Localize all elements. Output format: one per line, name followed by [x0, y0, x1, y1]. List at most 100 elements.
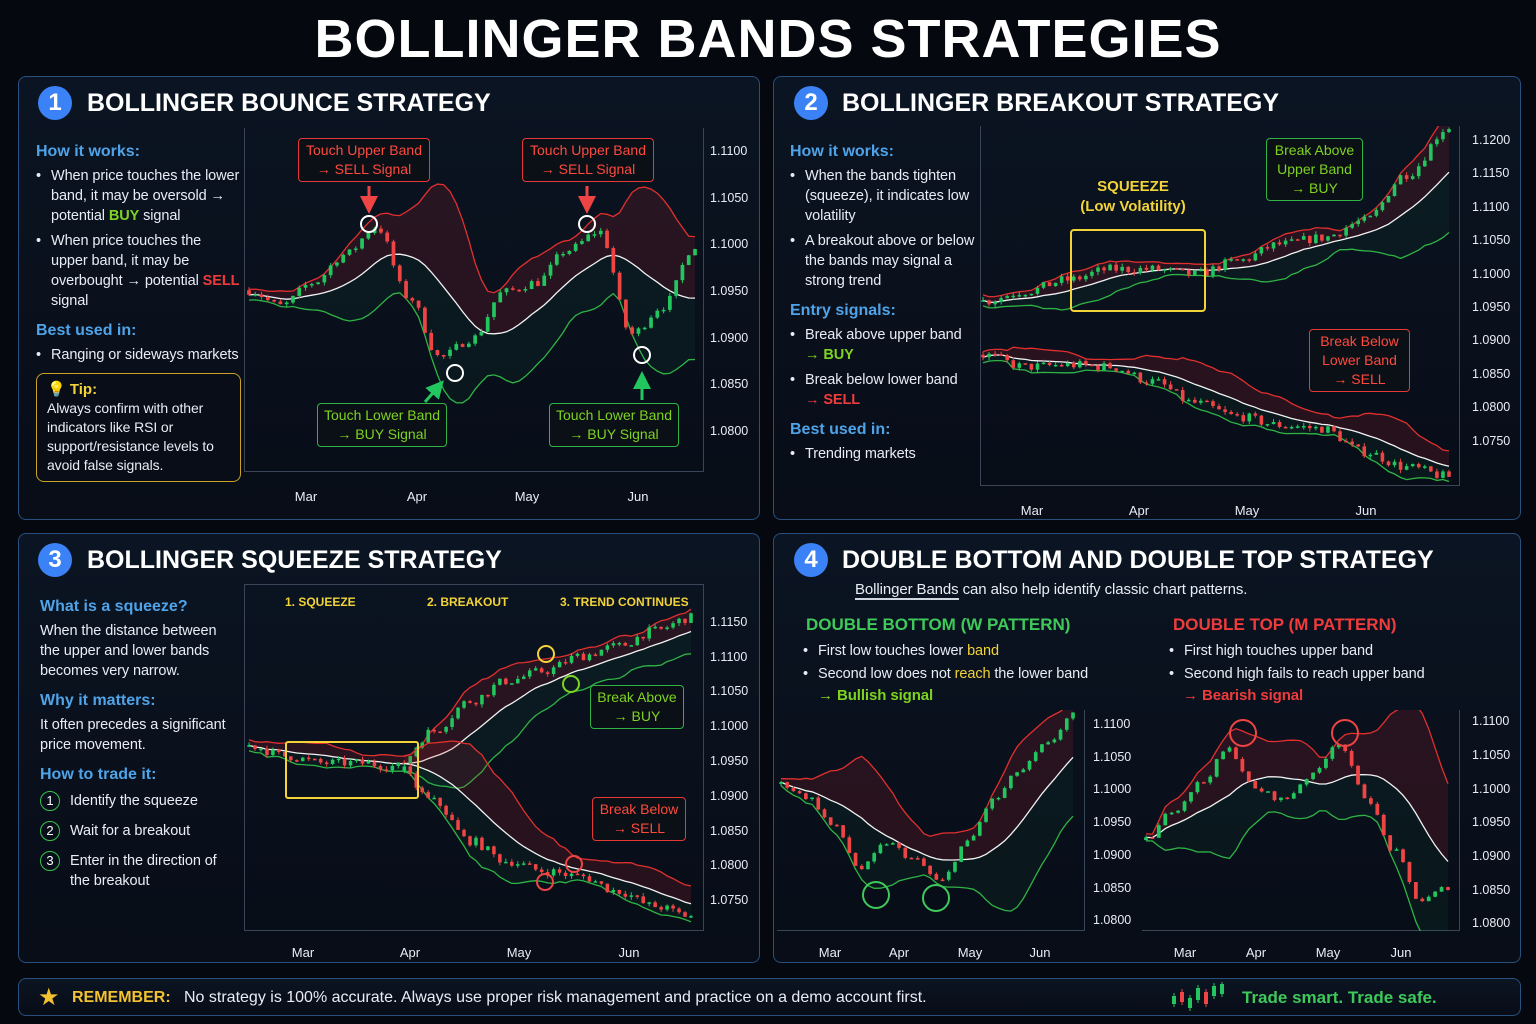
- candle: [1308, 235, 1312, 247]
- candle: [1265, 244, 1270, 251]
- touch-marker: [633, 346, 651, 364]
- slogan: Trade smart. Trade safe.: [1242, 988, 1437, 1007]
- candle: [581, 873, 586, 880]
- candle: [1221, 750, 1225, 760]
- tip-box: 💡 Tip: Always confirm with other indicat…: [36, 373, 241, 482]
- candle: [341, 253, 346, 264]
- candle: [686, 254, 691, 266]
- x-tick-label: Apr: [888, 945, 910, 960]
- candle: [1138, 371, 1143, 384]
- candle: [903, 846, 908, 860]
- candle: [1023, 294, 1028, 298]
- candle: [1332, 425, 1336, 433]
- double-top-chart: [1142, 704, 1460, 944]
- candle: [306, 755, 311, 762]
- middle-band-line: [780, 756, 1074, 861]
- candle: [498, 853, 502, 866]
- candle: [636, 327, 641, 337]
- candle: [1407, 861, 1412, 885]
- candle: [498, 678, 502, 686]
- x-tick-label: May: [506, 945, 532, 960]
- candle: [309, 282, 314, 288]
- candle: [474, 835, 478, 848]
- x-tick-label: May: [514, 489, 540, 504]
- candle: [1195, 780, 1200, 795]
- candle: [1078, 275, 1082, 282]
- upper-band-line: [982, 346, 1450, 452]
- candle: [1404, 463, 1409, 471]
- y-tick-label: 1.1100: [710, 649, 748, 664]
- middle-band-line: [248, 630, 692, 765]
- candle: [1214, 758, 1219, 778]
- candle: [822, 808, 827, 819]
- candle: [1253, 779, 1258, 789]
- candle: [1344, 438, 1348, 443]
- x-tick-label: May: [957, 945, 983, 960]
- phase-label: 3. TREND CONTINUES: [560, 595, 689, 609]
- x-tick-label: Jun: [1029, 945, 1051, 960]
- candle: [1235, 258, 1239, 261]
- candle: [1199, 267, 1203, 272]
- candle: [987, 352, 991, 361]
- candle: [598, 227, 603, 238]
- candle: [1205, 267, 1209, 276]
- candle: [563, 870, 568, 880]
- candle: [1041, 359, 1046, 365]
- candle: [277, 748, 281, 755]
- x-tick-label: Mar: [818, 945, 842, 960]
- candle: [653, 900, 657, 908]
- candle: [1429, 465, 1433, 473]
- candle: [1065, 360, 1070, 368]
- y-tick-label: 1.0850: [710, 823, 749, 838]
- candle: [1065, 273, 1070, 284]
- candle: [1413, 882, 1418, 899]
- x-tick-label: May: [1234, 503, 1260, 518]
- phase-label: 1. SQUEEZE: [285, 595, 356, 609]
- candle: [1108, 263, 1112, 271]
- x-tick-label: Mar: [1020, 503, 1044, 518]
- squeeze-highlight: [1070, 229, 1206, 312]
- candle: [1180, 268, 1185, 271]
- candle: [1410, 173, 1415, 181]
- candle: [1108, 361, 1112, 369]
- y-tick-label: 1.1050: [1472, 233, 1511, 248]
- candle: [265, 294, 270, 303]
- candle: [1174, 389, 1179, 391]
- candle: [297, 285, 302, 299]
- candle: [548, 261, 553, 279]
- candle: [408, 763, 413, 777]
- candle: [1314, 425, 1318, 431]
- candle: [1005, 294, 1010, 299]
- candle: [1435, 468, 1439, 480]
- breakout-marker: [536, 873, 554, 891]
- candle: [551, 867, 556, 878]
- candle: [1211, 264, 1215, 279]
- candle: [1291, 791, 1296, 800]
- lower-band-line: [780, 785, 1074, 912]
- candle: [567, 250, 572, 256]
- candle: [1374, 207, 1379, 218]
- upper-band-fill: [249, 609, 691, 764]
- squeeze-label: SQUEEZE (Low Volatility): [1080, 178, 1186, 215]
- candle: [1096, 364, 1100, 373]
- bounce-text-column: How it works: When price touches the low…: [36, 142, 241, 482]
- candle: [1150, 376, 1155, 386]
- double-bottom-chart: [777, 697, 1085, 931]
- candle: [408, 755, 413, 765]
- candle: [1227, 745, 1232, 753]
- candle: [1144, 380, 1149, 386]
- candle: [448, 346, 452, 359]
- candle: [1441, 469, 1445, 479]
- candle: [1277, 239, 1282, 246]
- candle: [959, 846, 963, 863]
- candle: [575, 652, 580, 658]
- x-tick-label: Apr: [406, 489, 428, 504]
- candle: [284, 300, 289, 308]
- candle: [922, 856, 926, 867]
- y-tick-label: 1.1050: [1472, 747, 1511, 762]
- candle: [946, 869, 951, 882]
- panel-double-bottom-top: [773, 533, 1521, 963]
- candle: [1259, 414, 1264, 427]
- candle: [521, 861, 526, 866]
- y-tick-label: 1.1000: [710, 237, 749, 252]
